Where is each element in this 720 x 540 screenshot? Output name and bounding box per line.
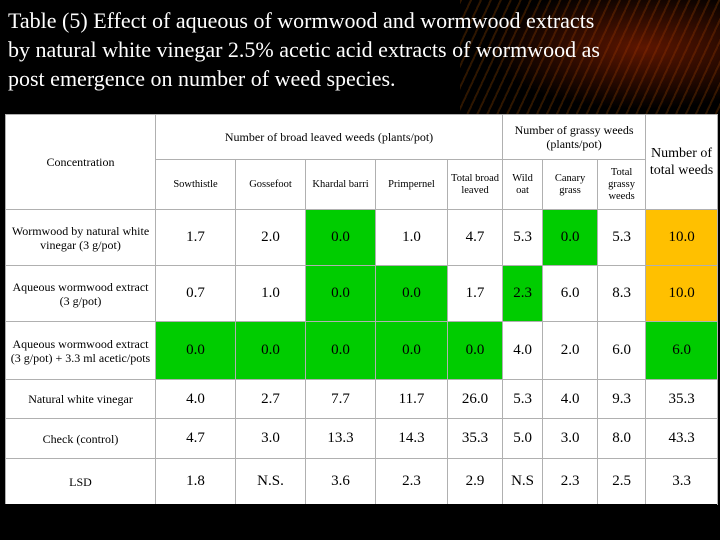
table-cell: 2.9 [446, 458, 504, 505]
table-cell: 4.7 [446, 209, 504, 266]
table-cell: 0.0 [375, 321, 448, 380]
table-cell: 0.0 [305, 321, 376, 380]
table-cell: 1.8 [155, 458, 236, 505]
table-cell: 2.3 [502, 265, 544, 322]
title-line-3: post emergence on number of weed species… [8, 66, 396, 91]
table-row: Check (control) 4.7 3.0 13.3 14.3 35.3 5… [5, 418, 719, 459]
row-label: Check (control) [5, 418, 156, 459]
grassy-group-header: Number of grassy weeds (plants/pot) [502, 114, 647, 160]
title-line-1: Table (5) Effect of aqueous of wormwood … [8, 8, 595, 33]
table-cell: 0.0 [155, 321, 236, 380]
row-label: Aqueous wormwood extract (3 g/pot) + 3.3… [5, 321, 156, 380]
table-cell: 0.0 [446, 321, 504, 380]
table-cell: 5.3 [502, 209, 544, 266]
col-header-primpernel: Primpernel [375, 159, 448, 210]
col-header-total-grassy: Total grassy weeds [597, 159, 647, 210]
col-header-gossefoot: Gossefoot [235, 159, 306, 210]
table-cell: 13.3 [305, 418, 376, 459]
col-header-khardal-barri: Khardal barri [305, 159, 376, 210]
table-cell: 9.3 [597, 379, 647, 419]
table-cell: 10.0 [645, 209, 719, 266]
table-cell: 4.0 [155, 379, 236, 419]
table-cell: 4.0 [542, 379, 599, 419]
table-cell: 5.3 [597, 209, 647, 266]
title-line-2: by natural white vinegar 2.5% acetic aci… [8, 37, 600, 62]
decorative-flame-background [460, 0, 720, 120]
table-cell: 43.3 [645, 418, 719, 459]
table-row: Natural white vinegar 4.0 2.7 7.7 11.7 2… [5, 379, 719, 419]
table-cell: 11.7 [375, 379, 448, 419]
weed-species-table: Concentration Number of broad leaved wee… [5, 114, 719, 505]
table-cell: 3.3 [645, 458, 719, 505]
table-cell: 2.0 [542, 321, 599, 380]
table-cell: 2.3 [542, 458, 599, 505]
table-cell: 8.0 [597, 418, 647, 459]
table-row: Aqueous wormwood extract (3 g/pot) 0.7 1… [5, 265, 719, 322]
row-label: Natural white vinegar [5, 379, 156, 419]
row-label: Wormwood by natural white vinegar (3 g/p… [5, 209, 156, 266]
table-cell: N.S. [235, 458, 306, 505]
table-cell: 5.0 [502, 418, 544, 459]
table-cell: 3.0 [235, 418, 306, 459]
slide-title: Table (5) Effect of aqueous of wormwood … [8, 6, 708, 93]
table-cell: 3.0 [542, 418, 599, 459]
table-cell: 8.3 [597, 265, 647, 322]
table-cell: 6.0 [645, 321, 719, 380]
table-cell: 0.0 [235, 321, 306, 380]
table-cell: 0.7 [155, 265, 236, 322]
col-header-sowthistle: Sowthistle [155, 159, 236, 210]
table-cell: 1.0 [375, 209, 448, 266]
table-row: Wormwood by natural white vinegar (3 g/p… [5, 209, 719, 266]
table-cell: 6.0 [597, 321, 647, 380]
header-row-1: Concentration Number of broad leaved wee… [5, 114, 719, 210]
table-cell: N.S [502, 458, 544, 505]
table-cell: 2.0 [235, 209, 306, 266]
total-weeds-header: Number of total weeds [645, 114, 719, 210]
col-header-wild-oat: Wild oat [502, 159, 544, 210]
table-cell: 10.0 [645, 265, 719, 322]
table-cell: 5.3 [502, 379, 544, 419]
table-cell: 7.7 [305, 379, 376, 419]
table-row: LSD 1.8 N.S. 3.6 2.3 2.9 N.S 2.3 2.5 3.3 [5, 458, 719, 505]
table-cell: 4.0 [502, 321, 544, 380]
table-cell: 35.3 [446, 418, 504, 459]
col-header-canary-grass: Canary grass [542, 159, 599, 210]
header-row-2: Sowthistle Gossefoot Khardal barri Primp… [6, 159, 718, 210]
table-cell: 2.3 [375, 458, 448, 505]
bottom-blank-area [5, 504, 717, 534]
row-label: Aqueous wormwood extract (3 g/pot) [5, 265, 156, 322]
table-cell: 6.0 [542, 265, 599, 322]
col-header-total-broad-leaved: Total broad leaved [446, 159, 504, 210]
table-cell: 4.7 [155, 418, 236, 459]
row-label: LSD [5, 458, 156, 505]
table-cell: 14.3 [375, 418, 448, 459]
table-cell: 26.0 [446, 379, 504, 419]
table-cell: 0.0 [542, 209, 599, 266]
table-cell: 0.0 [305, 265, 376, 322]
table-cell: 2.7 [235, 379, 306, 419]
table-cell: 1.0 [235, 265, 306, 322]
concentration-header: Concentration [5, 114, 156, 210]
table-cell: 3.6 [305, 458, 376, 505]
table-cell: 1.7 [446, 265, 504, 322]
table-cell: 35.3 [645, 379, 719, 419]
table-cell: 2.5 [597, 458, 647, 505]
table-cell: 0.0 [375, 265, 448, 322]
table-cell: 0.0 [305, 209, 376, 266]
broad-leaved-group-header: Number of broad leaved weeds (plants/pot… [154, 114, 504, 160]
table-row: Aqueous wormwood extract (3 g/pot) + 3.3… [5, 321, 719, 380]
table-cell: 1.7 [155, 209, 236, 266]
